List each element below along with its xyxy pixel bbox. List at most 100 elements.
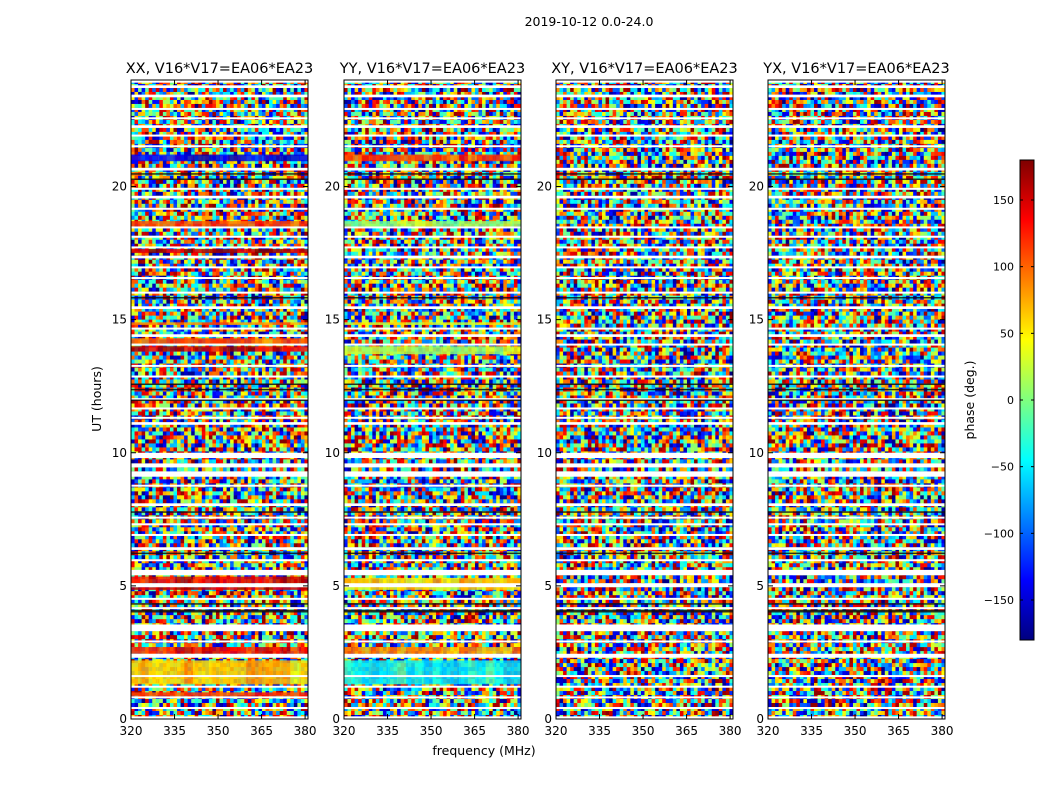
phase-cell: [226, 227, 231, 233]
phase-cell: [290, 351, 295, 356]
phase-cell: [247, 99, 252, 105]
phase-cell: [184, 403, 189, 408]
phase-cell: [269, 427, 273, 432]
phase-cell: [265, 263, 270, 269]
phase-cell: [233, 267, 238, 273]
phase-cell: [219, 159, 224, 165]
phase-cell: [279, 231, 284, 237]
phase-cell: [191, 127, 196, 133]
phase-cell: [184, 435, 189, 440]
phase-cell: [265, 399, 270, 404]
phase-cell: [141, 119, 146, 125]
phase-cell: [237, 355, 242, 360]
phase-cell: [304, 303, 308, 309]
phase-cell: [138, 395, 143, 400]
phase-cell: [240, 323, 245, 329]
phase-cell: [184, 427, 189, 432]
phase-cell: [212, 319, 217, 325]
phase-cell: [237, 111, 242, 117]
phase-cell: [155, 407, 160, 412]
phase-cell: [223, 191, 227, 197]
phase-cell: [205, 251, 210, 257]
phase-cell: [148, 315, 153, 321]
phase-cell: [166, 311, 171, 317]
phase-cell: [240, 131, 245, 137]
phase-cell: [219, 307, 224, 313]
phase-cell: [233, 183, 238, 189]
phase-cell: [244, 179, 249, 185]
phase-cell: [201, 371, 206, 376]
phase-cell: [162, 355, 167, 360]
phase-cell: [226, 319, 231, 325]
phase-cell: [205, 279, 210, 285]
phase-cell: [276, 439, 281, 444]
phase-cell: [191, 435, 196, 440]
phase-cell: [215, 395, 220, 400]
phase-cell: [269, 435, 273, 440]
phase-cell: [297, 235, 302, 241]
phase-cell: [226, 447, 231, 452]
phase-cell: [201, 163, 206, 169]
phase-cell: [162, 199, 167, 205]
phase-cell: [131, 291, 135, 297]
phase-cell: [215, 127, 220, 133]
phase-cell: [286, 215, 291, 221]
phase-cell: [272, 111, 277, 117]
phase-cell: [198, 367, 203, 372]
phase-cell: [300, 179, 305, 185]
phase-cell: [152, 419, 157, 424]
phase-cell: [205, 383, 210, 388]
phase-cell: [138, 91, 143, 97]
phase-cell: [279, 187, 284, 193]
phase-cell: [304, 443, 308, 448]
phase-cell: [162, 179, 167, 185]
phase-cell: [201, 427, 206, 432]
phase-cell: [166, 267, 171, 273]
phase-cell: [138, 119, 143, 125]
phase-cell: [304, 315, 308, 321]
phase-cell: [226, 235, 231, 241]
phase-cell: [293, 315, 298, 321]
phase-cell: [152, 263, 157, 269]
phase-cell: [169, 271, 174, 277]
phase-cell: [134, 431, 139, 436]
phase-cell: [286, 127, 291, 133]
phase-cell: [223, 359, 227, 364]
phase-cell: [300, 183, 305, 189]
phase-cell: [166, 271, 171, 277]
phase-cell: [247, 179, 252, 185]
phase-cell: [269, 379, 273, 384]
phase-cell: [279, 331, 284, 336]
phase-cell: [191, 427, 196, 432]
phase-cell: [184, 267, 189, 273]
phase-cell: [276, 419, 281, 424]
phase-cell: [261, 411, 266, 416]
phase-cell: [187, 203, 192, 209]
phase-cell: [258, 95, 263, 101]
phase-cell: [180, 159, 185, 165]
phase-cell: [152, 371, 157, 376]
phase-cell: [244, 315, 249, 321]
phase-cell: [191, 411, 196, 416]
phase-cell: [226, 359, 231, 364]
phase-cell: [173, 159, 178, 165]
phase-cell: [194, 291, 199, 297]
phase-cell: [219, 395, 224, 400]
phase-cell: [258, 375, 263, 380]
phase-cell: [240, 319, 245, 325]
phase-cell: [276, 131, 281, 137]
phase-cell: [297, 279, 302, 285]
phase-cell: [237, 327, 242, 332]
phase-cell: [177, 399, 181, 404]
phase-cell: [254, 159, 259, 165]
phase-cell: [279, 315, 284, 321]
phase-cell: [219, 351, 224, 356]
phase-cell: [205, 291, 210, 297]
phase-cell: [261, 267, 266, 273]
phase-cell: [283, 419, 288, 424]
phase-cell: [304, 103, 308, 109]
phase-cell: [226, 291, 231, 297]
phase-cell: [230, 183, 235, 189]
phase-cell: [208, 423, 213, 428]
phase-cell: [293, 203, 298, 209]
